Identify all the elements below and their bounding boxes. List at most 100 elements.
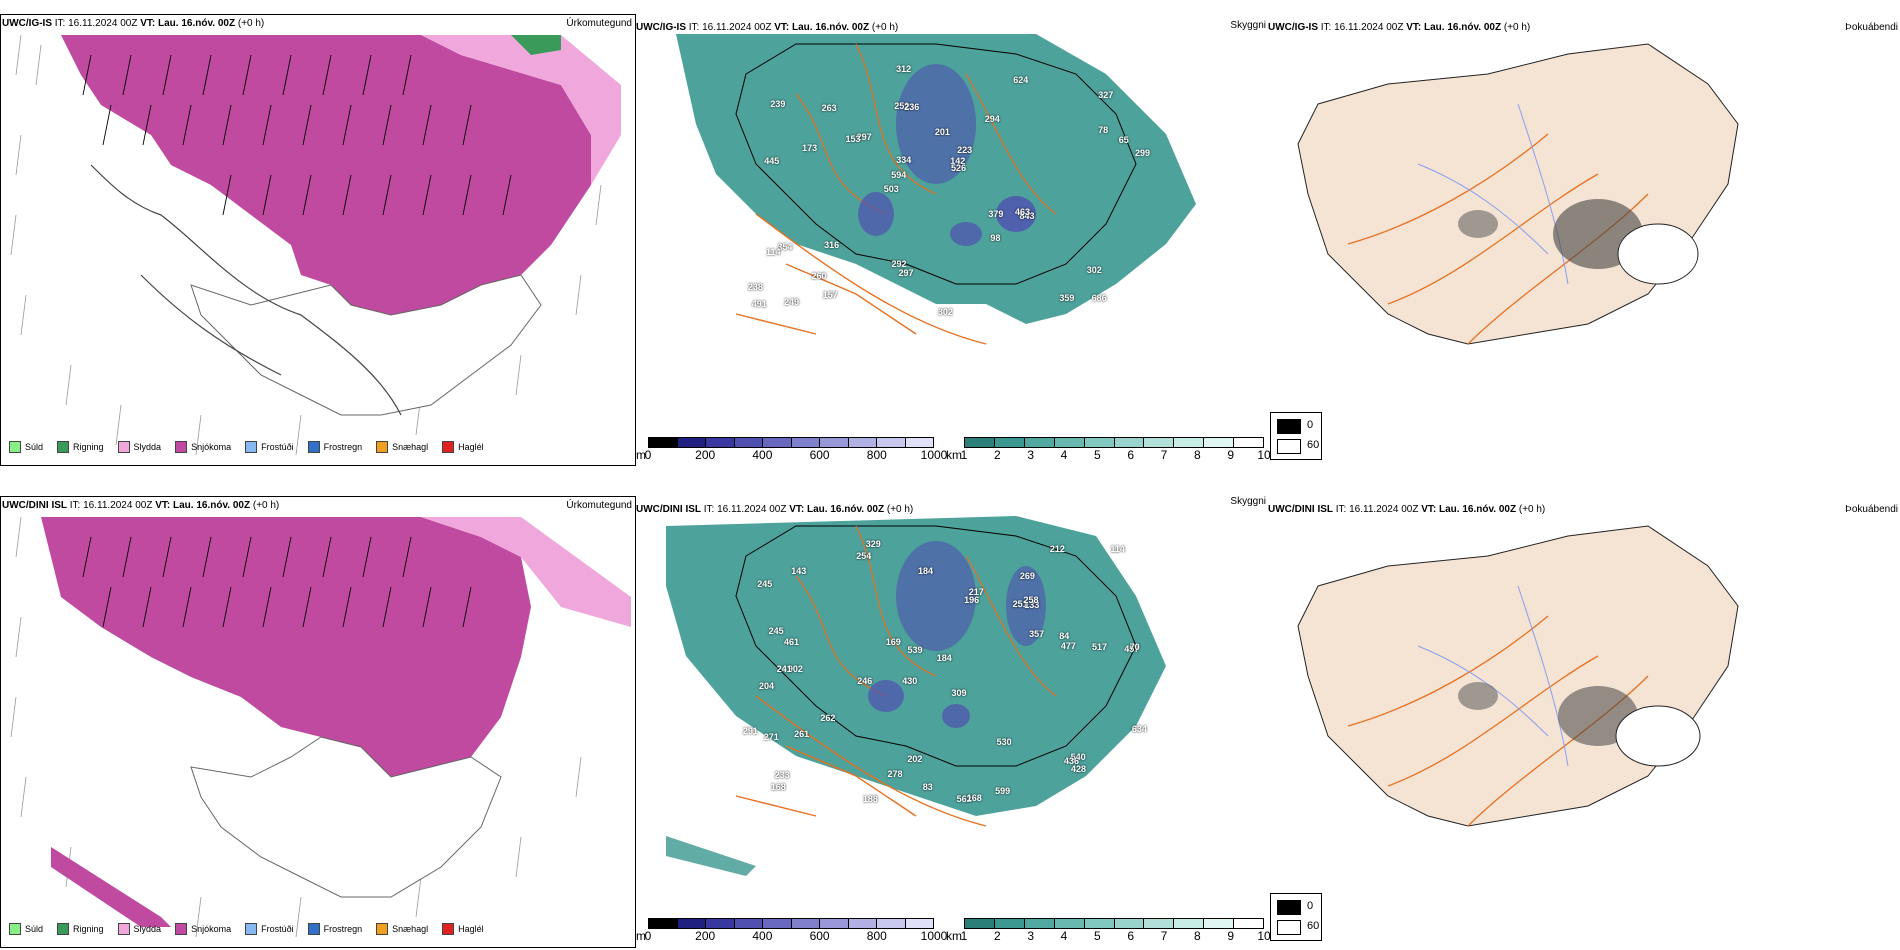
fog-legend-bottom: 0 60 — [1270, 893, 1322, 941]
tick-label: 800 — [866, 448, 887, 462]
tick-label: 200 — [695, 448, 716, 462]
fog-map-graphic — [1297, 525, 1739, 827]
legend-label: Haglél — [458, 924, 484, 934]
fog-map-bottom: UWC/DINI ISL IT: 16.11.2024 00Z VT: Lau.… — [1268, 496, 1900, 946]
legend-item: Slydda — [117, 441, 162, 453]
tick-label: 400 — [752, 448, 773, 462]
legend-label: Slydda — [133, 442, 162, 452]
legend-label: Slydda — [133, 924, 162, 934]
fog-label-60: 60 — [1307, 920, 1320, 932]
legend-label: Frostúði — [261, 442, 294, 452]
panel-title: Þokuábendi — [1845, 22, 1898, 33]
tick-label: 9 — [1227, 929, 1234, 943]
legend-swatch — [442, 441, 455, 453]
it-label: IT: — [1335, 504, 1347, 515]
legend-label: Snæhagl — [392, 442, 429, 452]
height-label: 70 — [1129, 642, 1140, 653]
precip-header: UWC/DINI ISL IT: 16.11.2024 00Z VT: Lau.… — [2, 500, 279, 511]
tick-label: 1 — [960, 448, 968, 462]
init-time: 16.11.2024 00Z — [717, 504, 787, 515]
cloud-scale-top: km 1 2 3 4 5 6 7 8 9 10 — [946, 437, 1271, 462]
height-label: 503 — [883, 184, 899, 195]
legend-swatch — [442, 923, 455, 935]
panel-title: Úrkomutegund — [566, 18, 632, 29]
height-label: 260 — [811, 270, 827, 281]
legend-item: Frostúði — [245, 441, 294, 453]
model-name: UWC/DINI ISL — [1268, 504, 1333, 515]
height-label: 168 — [966, 793, 982, 804]
height-label: 430 — [902, 675, 918, 686]
height-label: 238 — [747, 281, 763, 292]
visibility-header: UWC/IG-IS IT: 16.11.2024 00Z VT: Lau. 16… — [636, 22, 898, 33]
tick-label: 600 — [809, 448, 830, 462]
tick-label: 3 — [1027, 929, 1034, 943]
height-label: 354 — [777, 241, 793, 252]
height-label: 262 — [820, 713, 836, 724]
model-name: UWC/DINI ISL — [2, 500, 67, 511]
legend-item: Slydda — [117, 923, 162, 935]
model-name: UWC/IG-IS — [1268, 22, 1318, 33]
height-unit: m — [636, 929, 646, 943]
height-label: 223 — [957, 145, 973, 156]
height-ticks: 0 200 400 600 800 1000 — [645, 929, 948, 943]
legend-item: Frostúði — [245, 923, 294, 935]
tick-label: 5 — [1093, 929, 1101, 943]
height-label: 114 — [766, 247, 781, 258]
init-time: 16.11.2024 00Z — [68, 18, 138, 29]
height-label: 245 — [768, 626, 784, 637]
height-label: 686 — [1091, 293, 1107, 304]
legend-label: Rigning — [73, 442, 104, 452]
it-label: IT: — [688, 22, 700, 33]
height-label: 84 — [1059, 631, 1070, 642]
height-label: 461 — [783, 637, 799, 648]
height-label: 463 — [1014, 207, 1030, 218]
lead-time: (+0 h) — [886, 504, 914, 515]
legend-item: Haglél — [442, 923, 484, 935]
height-label: 599 — [995, 786, 1011, 797]
height-label: 168 — [770, 781, 786, 792]
height-label: 457 — [1124, 644, 1140, 655]
visibility-map-bottom: UWC/DINI ISL IT: 16.11.2024 00Z VT: Lau.… — [636, 496, 1268, 946]
valid-time: Lau. 16.nóv. 00Z — [1439, 504, 1517, 515]
panel-title: Skyggni — [1230, 496, 1266, 507]
fog-swatch-60 — [1277, 920, 1301, 935]
height-label: 329 — [865, 539, 881, 550]
lead-time: (+0 h) — [237, 18, 265, 29]
tick-label: 6 — [1127, 929, 1134, 943]
height-label: 299 — [1135, 148, 1151, 159]
legend-swatch — [57, 441, 70, 453]
legend-item: Snjókoma — [175, 923, 231, 935]
height-label: 312 — [896, 64, 912, 75]
height-label: 98 — [990, 232, 1001, 243]
tick-label: 0 — [644, 448, 652, 462]
height-colorbar — [648, 437, 934, 448]
height-label: 843 — [1019, 210, 1035, 221]
legend-label: Frostúði — [261, 924, 294, 934]
height-label: 188 — [862, 794, 878, 805]
valid-time: Lau. 16.nóv. 00Z — [807, 504, 885, 515]
init-time: 16.11.2024 00Z — [83, 500, 153, 511]
legend-item: Snæhagl — [376, 923, 428, 935]
height-label: 327 — [1098, 90, 1114, 101]
visibility-map-top: UWC/IG-IS IT: 16.11.2024 00Z VT: Lau. 16… — [636, 14, 1268, 464]
tick-label: 8 — [1193, 929, 1201, 943]
vt-label: VT: — [1406, 22, 1422, 33]
height-label: 184 — [936, 653, 952, 664]
tick-label: 1 — [960, 929, 968, 943]
init-time: 16.11.2024 00Z — [702, 22, 772, 33]
lead-time: (+0 h) — [252, 500, 280, 511]
height-label: 217 — [968, 586, 984, 597]
legend-item: Súld — [9, 923, 43, 935]
height-label: 309 — [951, 687, 967, 698]
fog-label-0: 0 — [1307, 419, 1314, 431]
legend-swatch — [376, 441, 389, 453]
height-label: 634 — [1131, 724, 1147, 735]
vt-label: VT: — [140, 18, 156, 29]
lead-time: (+0 h) — [871, 22, 899, 33]
vt-label: VT: — [774, 22, 790, 33]
precip-type-map-bottom: UWC/DINI ISL IT: 16.11.2024 00Z VT: Lau.… — [0, 496, 636, 948]
visibility-header: UWC/DINI ISL IT: 16.11.2024 00Z VT: Lau.… — [636, 504, 913, 515]
height-label: 184 — [917, 565, 933, 576]
height-label: 294 — [984, 114, 1000, 124]
height-label: 196 — [964, 594, 980, 605]
